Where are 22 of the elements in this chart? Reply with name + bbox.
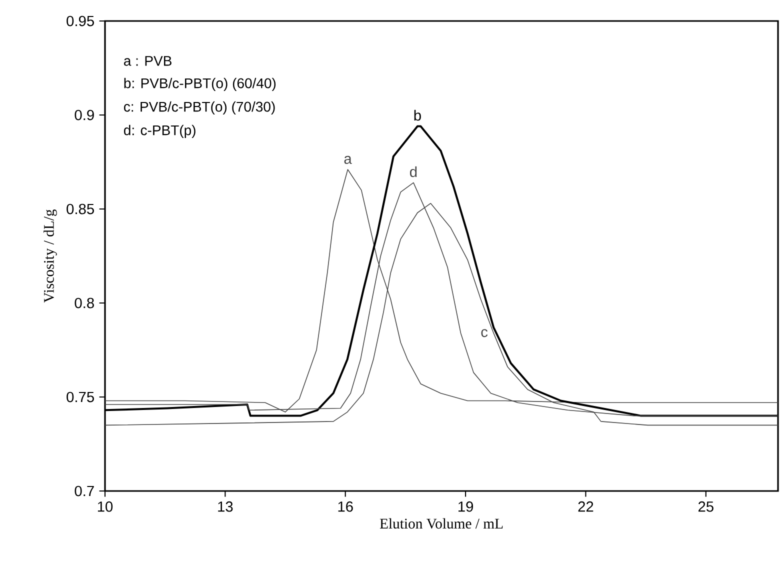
y-tick-label: 0.8 [74,298,94,308]
annotation: a : PVB [124,56,172,66]
annotation: b: PVB/c-PBT(o) (60/40) [124,78,276,91]
y-tick-label: 0.85 [66,204,94,214]
annotation: d: c-PBT(p) [124,124,196,138]
x-tick-label: 10 [98,501,113,512]
x-tick-label: 13 [218,501,233,512]
y-tick-label: 0.9 [74,110,94,120]
annotation: c: PVB/c-PBT(o) (70/30) [124,101,275,114]
y-tick-label: 0.7 [74,486,94,496]
series-label: d [410,166,417,178]
x-tick-label: 19 [458,501,474,512]
series-label: a [344,156,352,164]
y-tick-label: 0.95 [66,16,94,26]
x-tick-label: 25 [698,501,714,512]
series-label: c [481,329,488,338]
y-axis-title: Viscosity / dL/g [44,209,57,303]
y-tick-label: 0.75 [66,392,94,402]
x-tick-label: 16 [338,501,353,512]
x-axis-title: Elution Volume / mL [380,518,503,529]
x-tick-label: 22 [578,501,594,512]
series-label: b [414,110,421,121]
